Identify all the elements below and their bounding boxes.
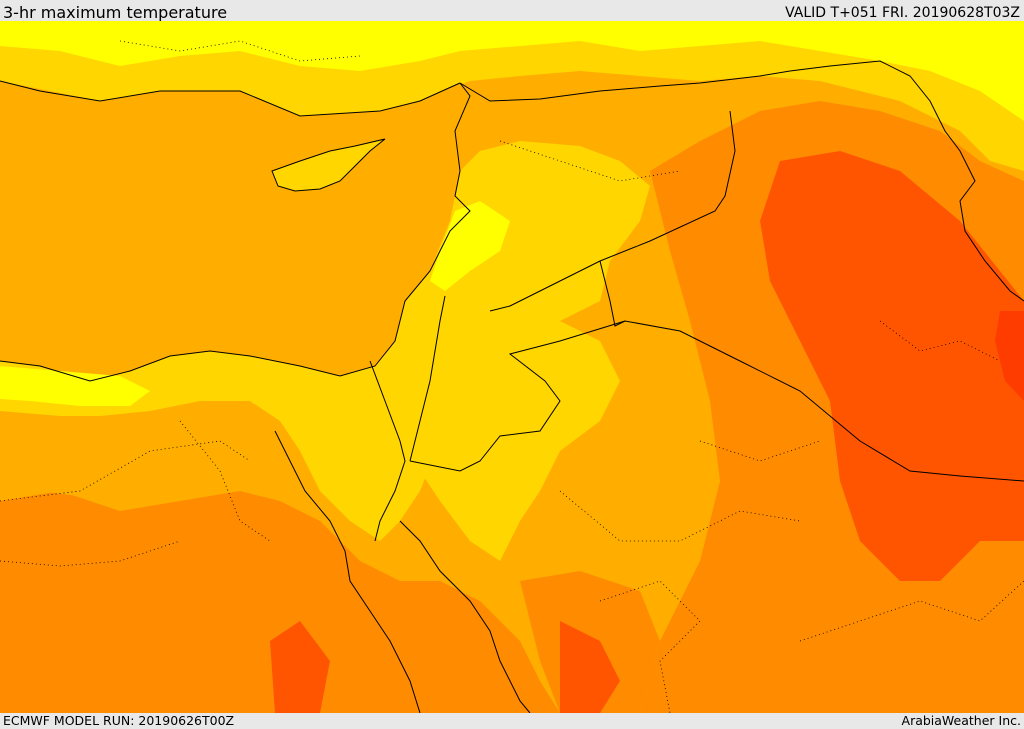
zone-cyprus	[272, 139, 385, 191]
model-run: ECMWF MODEL RUN: 20190626T00Z	[3, 713, 235, 728]
zone-sinai-light	[0, 366, 150, 406]
zone-gulf-red	[995, 311, 1024, 401]
country-borders	[0, 60, 1024, 713]
valid-time: VALID T+051 FRI. 20190628T03Z	[785, 5, 1020, 21]
zone-red-sea-deep	[270, 621, 330, 713]
zone-egypt-orange	[0, 491, 560, 713]
zone-iraq-deep	[760, 151, 1024, 581]
zone-saudi-deep-south	[560, 621, 620, 713]
zone-north-yellow	[0, 21, 1024, 171]
zone-levant-light	[430, 201, 510, 291]
map-footer: ECMWF MODEL RUN: 20190626T00Z ArabiaWeat…	[0, 713, 1024, 729]
zone-north-light-yellow	[0, 21, 1024, 121]
temperature-map	[0, 21, 1024, 713]
zone-arabia-yellow	[420, 311, 620, 561]
temperature-map-canvas	[0, 21, 1024, 713]
map-header: 3-hr maximum temperature VALID T+051 FRI…	[0, 0, 1024, 22]
zone-egypt-patch	[0, 426, 200, 501]
admin-boundaries	[0, 40, 1024, 713]
map-title: 3-hr maximum temperature	[3, 3, 228, 22]
credit: ArabiaWeather Inc.	[901, 713, 1021, 728]
